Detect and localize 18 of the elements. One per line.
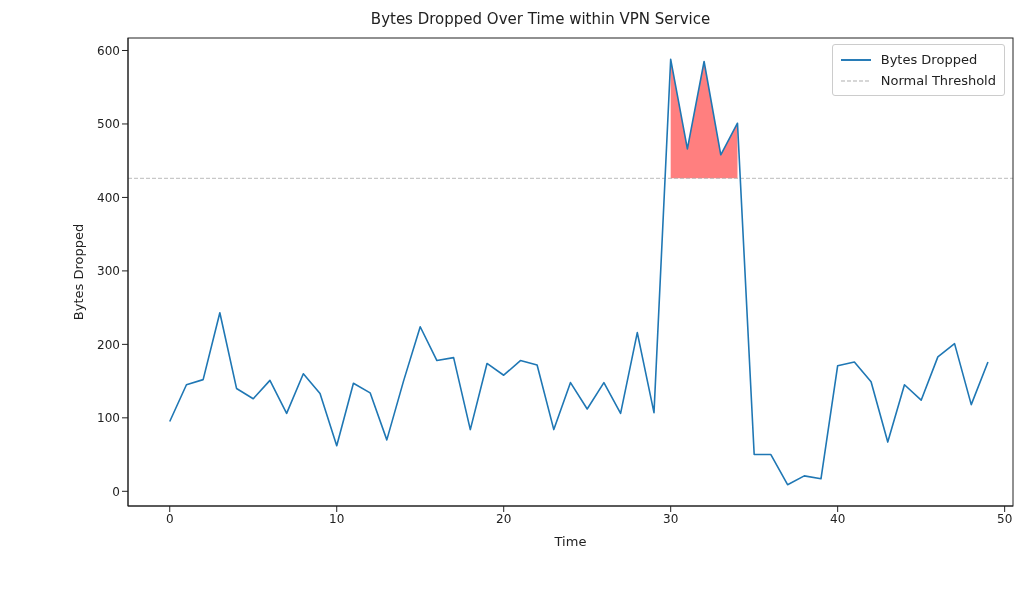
y-tick-label: 100 xyxy=(97,411,120,426)
x-axis-title: Time xyxy=(553,534,587,549)
chart-title: Bytes Dropped Over Time within VPN Service xyxy=(369,10,712,28)
y-tick-label: 0 xyxy=(112,484,120,499)
y-tick-label: 200 xyxy=(97,337,120,352)
x-tick-label: 30 xyxy=(663,511,679,526)
x-tick-label: 10 xyxy=(329,511,345,526)
y-axis-title: Bytes Dropped xyxy=(70,223,86,321)
x-tick-label: 50 xyxy=(997,511,1013,526)
x-tick-label: 20 xyxy=(496,511,512,526)
legend-label: Bytes Dropped xyxy=(880,51,978,69)
x-tick-label: 0 xyxy=(165,511,174,526)
legend-label: Normal Threshold xyxy=(880,72,996,90)
x-tick-label: 40 xyxy=(830,511,846,526)
y-tick-label: 500 xyxy=(97,117,120,132)
y-tick-label: 400 xyxy=(97,190,120,205)
y-tick-label: 600 xyxy=(97,43,120,58)
y-tick-label: 300 xyxy=(97,264,120,279)
